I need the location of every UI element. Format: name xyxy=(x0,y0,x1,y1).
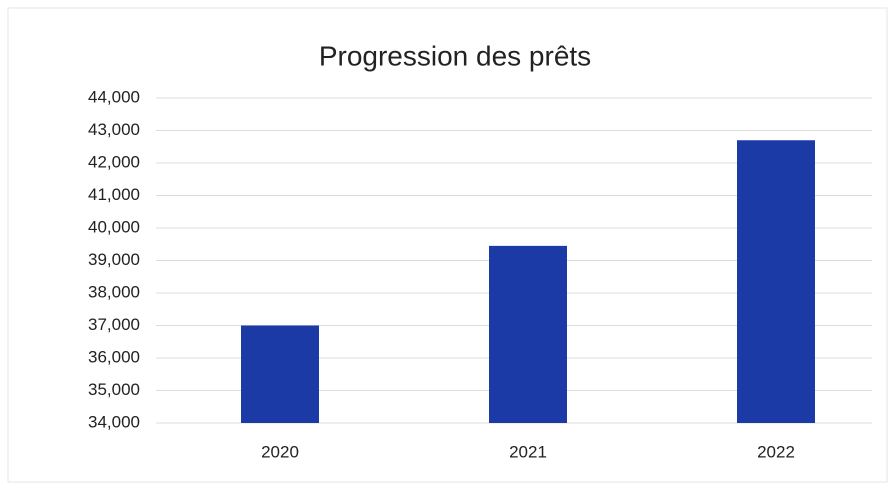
y-tick-label: 42,000 xyxy=(88,152,140,171)
y-tick-label: 39,000 xyxy=(88,250,140,269)
x-tick-label: 2020 xyxy=(261,442,299,461)
y-tick-label: 40,000 xyxy=(88,217,140,236)
y-tick-label: 43,000 xyxy=(88,120,140,139)
y-tick-label: 37,000 xyxy=(88,315,140,334)
chart-title: Progression des prêts xyxy=(319,40,591,71)
bar xyxy=(241,325,319,423)
y-tick-label: 35,000 xyxy=(88,380,140,399)
y-tick-label: 41,000 xyxy=(88,185,140,204)
y-tick-label: 36,000 xyxy=(88,347,140,366)
x-tick-label: 2022 xyxy=(757,442,795,461)
bar xyxy=(489,245,567,423)
y-tick-label: 34,000 xyxy=(88,412,140,431)
y-tick-label: 38,000 xyxy=(88,282,140,301)
y-tick-label: 44,000 xyxy=(88,87,140,106)
bar xyxy=(737,140,815,423)
x-tick-label: 2021 xyxy=(509,442,547,461)
